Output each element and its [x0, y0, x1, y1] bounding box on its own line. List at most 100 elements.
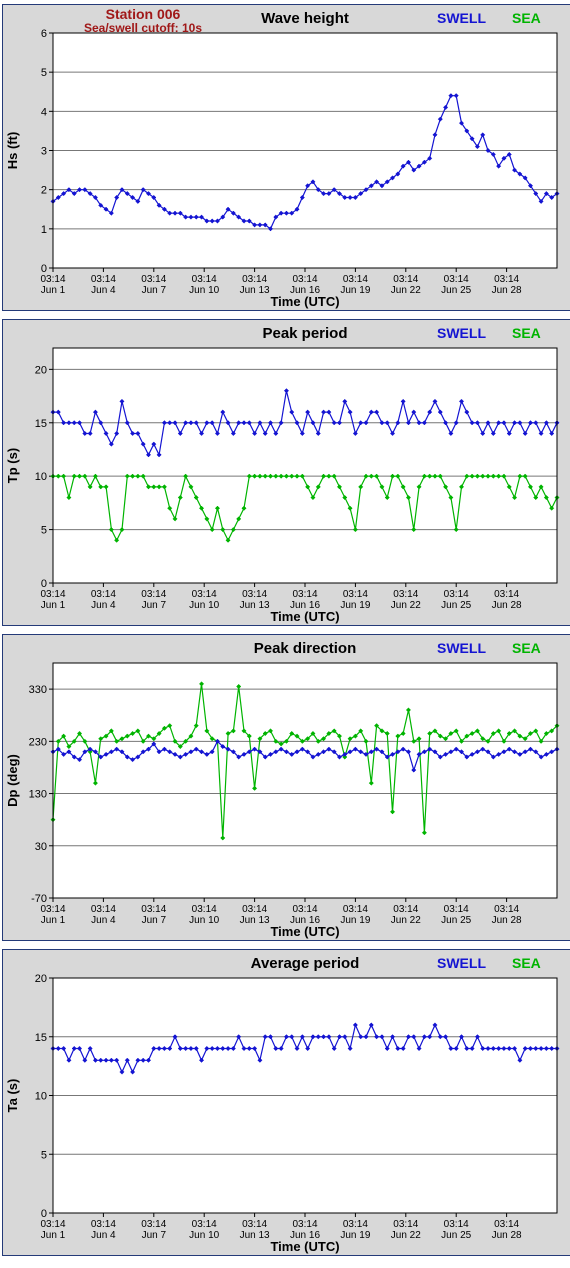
x-tick-date: Jun 13: [240, 600, 270, 611]
x-tick-date: Jun 22: [391, 915, 421, 926]
panel-title: Wave height: [261, 10, 349, 27]
x-tick-time: 03:14: [91, 274, 116, 285]
x-tick-date: Jun 7: [142, 915, 167, 926]
x-tick-time: 03:14: [444, 274, 469, 285]
x-tick-date: Jun 7: [142, 600, 167, 611]
x-tick-date: Jun 13: [240, 285, 270, 296]
x-tick-time: 03:14: [494, 274, 519, 285]
x-tick-date: Jun 4: [91, 600, 116, 611]
x-tick-time: 03:14: [494, 589, 519, 600]
x-tick-date: Jun 25: [441, 600, 471, 611]
legend-swell: SWELL: [437, 325, 486, 341]
panel-title: Peak period: [262, 325, 347, 342]
x-tick-date: Jun 4: [91, 915, 116, 926]
x-tick-time: 03:14: [393, 274, 418, 285]
x-tick-date: Jun 1: [41, 285, 66, 296]
x-tick-time: 03:14: [343, 589, 368, 600]
x-tick-time: 03:14: [444, 904, 469, 915]
x-tick-time: 03:14: [192, 589, 217, 600]
x-axis-label: Time (UTC): [270, 924, 339, 939]
legend-sea: SEA: [512, 325, 541, 341]
x-tick-date: Jun 28: [492, 285, 522, 296]
y-tick-label: 130: [29, 789, 47, 801]
y-tick-label: 2: [41, 185, 47, 197]
x-tick-time: 03:14: [141, 1219, 166, 1230]
station-label: Station 006: [106, 6, 181, 22]
x-tick-time: 03:14: [141, 589, 166, 600]
x-tick-time: 03:14: [91, 1219, 116, 1230]
y-tick-label: 15: [35, 418, 47, 430]
x-tick-date: Jun 10: [189, 600, 219, 611]
x-tick-date: Jun 13: [240, 915, 270, 926]
x-tick-date: Jun 1: [41, 1230, 66, 1241]
y-tick-label: 4: [41, 106, 47, 118]
y-tick-label: 6: [41, 28, 47, 40]
y-tick-label: 5: [41, 1149, 47, 1161]
x-tick-time: 03:14: [242, 904, 267, 915]
y-tick-label: 5: [41, 67, 47, 79]
x-tick-time: 03:14: [343, 274, 368, 285]
y-axis-label: Dp (deg): [5, 754, 20, 807]
y-tick-label: 20: [35, 973, 47, 985]
y-axis-label: Tp (s): [5, 448, 20, 483]
x-tick-date: Jun 1: [41, 915, 66, 926]
x-tick-date: Jun 19: [340, 915, 370, 926]
x-tick-date: Jun 10: [189, 915, 219, 926]
x-tick-date: Jun 10: [189, 285, 219, 296]
y-tick-label: 10: [35, 1091, 47, 1103]
x-tick-time: 03:14: [292, 274, 317, 285]
x-tick-date: Jun 7: [142, 285, 167, 296]
x-tick-time: 03:14: [192, 904, 217, 915]
legend-sea: SEA: [512, 640, 541, 656]
x-axis-label: Time (UTC): [270, 294, 339, 309]
x-tick-time: 03:14: [40, 274, 65, 285]
chart-page: { "station": "Station 006", "cutoff": "S…: [0, 0, 570, 1268]
x-tick-date: Jun 28: [492, 915, 522, 926]
y-tick-label: 30: [35, 841, 47, 853]
x-tick-time: 03:14: [292, 1219, 317, 1230]
x-tick-time: 03:14: [40, 589, 65, 600]
x-tick-time: 03:14: [40, 1219, 65, 1230]
x-tick-time: 03:14: [444, 589, 469, 600]
x-tick-time: 03:14: [141, 274, 166, 285]
x-tick-time: 03:14: [242, 1219, 267, 1230]
chart-panel-peak-period: Peak periodSWELLSEA05101520Tp (s)03:14Ju…: [2, 319, 570, 626]
x-tick-time: 03:14: [242, 589, 267, 600]
x-tick-date: Jun 28: [492, 600, 522, 611]
legend-swell: SWELL: [437, 955, 486, 971]
x-tick-date: Jun 25: [441, 1230, 471, 1241]
chart-panel-peak-direction: Peak directionSWELLSEA-7030130230330Dp (…: [2, 634, 570, 941]
x-tick-time: 03:14: [444, 1219, 469, 1230]
y-axis-label: Ta (s): [5, 1079, 20, 1113]
x-tick-date: Jun 28: [492, 1230, 522, 1241]
panel-title: Peak direction: [254, 640, 357, 657]
y-tick-label: 10: [35, 471, 47, 483]
x-tick-time: 03:14: [192, 1219, 217, 1230]
x-tick-time: 03:14: [393, 904, 418, 915]
x-tick-time: 03:14: [192, 274, 217, 285]
x-tick-date: Jun 19: [340, 285, 370, 296]
y-axis-label: Hs (ft): [5, 132, 20, 170]
x-tick-time: 03:14: [292, 904, 317, 915]
x-axis-label: Time (UTC): [270, 609, 339, 624]
legend-sea: SEA: [512, 955, 541, 971]
chart-panel-wave-height: Station 006Sea/swell cutoff: 10sWave hei…: [2, 4, 570, 311]
y-tick-label: 1: [41, 224, 47, 236]
x-tick-date: Jun 22: [391, 600, 421, 611]
y-tick-label: 3: [41, 146, 47, 158]
x-tick-date: Jun 7: [142, 1230, 167, 1241]
x-tick-date: Jun 13: [240, 1230, 270, 1241]
legend-swell: SWELL: [437, 640, 486, 656]
legend-swell: SWELL: [437, 10, 486, 26]
y-tick-label: 15: [35, 1032, 47, 1044]
x-tick-time: 03:14: [494, 1219, 519, 1230]
x-tick-time: 03:14: [393, 589, 418, 600]
y-tick-label: 20: [35, 364, 47, 376]
x-tick-time: 03:14: [292, 589, 317, 600]
x-tick-date: Jun 25: [441, 915, 471, 926]
x-tick-date: Jun 1: [41, 600, 66, 611]
x-tick-date: Jun 19: [340, 600, 370, 611]
x-tick-date: Jun 4: [91, 285, 116, 296]
y-tick-label: 330: [29, 684, 47, 696]
y-tick-label: 5: [41, 525, 47, 537]
